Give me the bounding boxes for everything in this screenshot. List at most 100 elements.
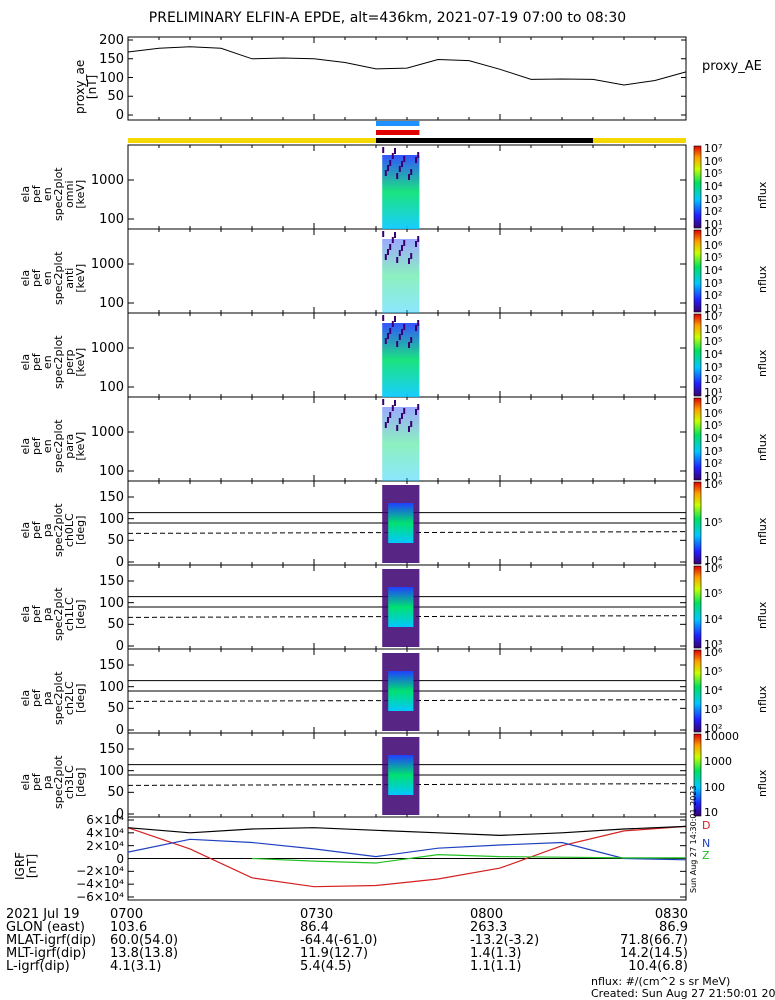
colorbar-tick-label: 10⁷ xyxy=(704,142,723,155)
spectrogram-speckle xyxy=(401,413,403,419)
colorbar-label: nflux xyxy=(756,349,769,377)
spectrogram-speckle xyxy=(394,148,396,154)
spectrogram-speckle xyxy=(417,152,420,158)
spectrogram-speckle xyxy=(387,333,389,339)
colorbar xyxy=(693,481,702,565)
spectrogram-ylabel: ela pef en spec2plot anti [keV] xyxy=(19,251,87,305)
igrf-timestamp: Sun Aug 27 14:30:01 2023 xyxy=(689,785,698,893)
science-zone-marker-red xyxy=(376,130,420,135)
colorbar-tick-label: 10⁵ xyxy=(704,335,723,349)
spectrogram-speckle xyxy=(398,166,401,172)
colorbar-tick-label: 10⁴ xyxy=(704,348,723,361)
spectrogram-speckle xyxy=(389,328,392,334)
spectrogram-speckle xyxy=(408,426,410,432)
spectrogram-speckle xyxy=(391,153,394,159)
colorbar xyxy=(693,313,702,397)
spectrogram-speckle xyxy=(410,421,413,427)
igrf-legend-D: D xyxy=(702,819,711,832)
colorbar-tick-label: 10⁵ xyxy=(704,167,723,181)
footer-row-label: GLON (east) xyxy=(6,920,85,935)
spectrogram-speckle xyxy=(391,321,394,327)
y-tick-label: 100 xyxy=(99,296,124,311)
colorbar-tick-label: 10¹ xyxy=(704,302,723,315)
footer-value: 1.1(1.1) xyxy=(470,959,522,974)
colorbar-tick-label: 10⁴ xyxy=(704,612,723,626)
footer-row-label: 2021 Jul 19 xyxy=(6,907,80,922)
proxy-ae-tick-label: 50 xyxy=(107,89,124,105)
footer-value: 86.9 xyxy=(659,920,688,935)
colorbar-tick-label: 10³ xyxy=(704,703,723,716)
spectrogram-speckle xyxy=(401,329,403,335)
colorbar-tick-label: 10⁶ xyxy=(704,406,723,420)
shadow-bar xyxy=(376,138,593,143)
spectrogram-speckle xyxy=(408,258,410,264)
igrf-tick-label: 4×10⁴ xyxy=(86,825,124,840)
footer-row-label: MLT-igrf(dip) xyxy=(6,946,87,961)
spectrogram-speckle xyxy=(417,320,420,326)
y-tick-label: 0 xyxy=(115,639,124,654)
pitch-angle-core xyxy=(388,503,414,543)
y-tick-label: 100 xyxy=(99,763,124,779)
sunlight-bar-a xyxy=(128,138,376,143)
colorbar-label: nflux xyxy=(756,685,769,713)
spectrogram-speckle xyxy=(382,399,385,405)
colorbar-tick-label: 10⁵ xyxy=(704,251,723,265)
colorbar-label: nflux xyxy=(756,769,769,797)
igrf-line-Z xyxy=(251,853,686,864)
igrf-tick-label: −2×10⁴ xyxy=(76,864,124,879)
spectrogram-speckle xyxy=(384,170,387,176)
proxy-ae-tick-label: 100 xyxy=(99,70,124,86)
colorbar-tick-label: 10⁶ xyxy=(704,478,723,491)
spectrogram-speckle xyxy=(384,254,387,260)
colorbar-tick-label: 10⁶ xyxy=(704,322,723,336)
colorbar xyxy=(693,397,702,481)
colorbar-tick-label: 10¹ xyxy=(704,218,723,231)
colorbar-tick-label: 10⁵ xyxy=(704,665,723,678)
footer-row-label: L-igrf(dip) xyxy=(6,959,70,974)
colorbar-tick-label: 10⁵ xyxy=(704,516,723,529)
anti-loss-cone-line xyxy=(127,699,687,702)
colorbar-tick-label: 10⁴ xyxy=(704,554,723,567)
spectrogram-ylabel: ela pef pa spec2plot ch0LC [deg] xyxy=(19,503,87,557)
footer-row-label: MLAT-igrf(dip) xyxy=(6,933,97,948)
spectrogram-speckle xyxy=(396,257,399,263)
colorbar-tick-label: 10⁷ xyxy=(704,226,723,239)
spectrogram-speckle xyxy=(398,418,401,424)
spectrogram-speckle xyxy=(382,315,385,321)
proxy-ae-line xyxy=(127,46,687,86)
spectrogram-ylabel: ela pef en spec2plot perp [keV] xyxy=(19,335,87,389)
colorbar-tick-label: 10³ xyxy=(704,192,723,206)
colorbar-tick-label: 10⁷ xyxy=(704,394,723,407)
proxy-ae-legend: proxy_AE xyxy=(702,59,762,74)
spectrogram-speckle xyxy=(410,337,413,343)
spectrogram-speckle xyxy=(382,147,385,153)
anti-loss-cone-line xyxy=(127,531,687,534)
footer-value: 0700 xyxy=(110,907,144,922)
y-tick-label: 150 xyxy=(99,574,124,589)
spectrogram-speckle xyxy=(410,253,413,259)
footer-value: 86.4 xyxy=(300,920,329,935)
colorbar xyxy=(693,733,702,817)
igrf-line-total xyxy=(127,825,687,837)
colorbar-label: nflux xyxy=(756,433,769,461)
spectrogram-speckle xyxy=(408,174,410,180)
spectrogram-speckle xyxy=(387,165,389,171)
y-tick-label: 150 xyxy=(99,742,124,757)
footer-value: 60.0(54.0) xyxy=(110,933,179,948)
spectrogram-speckle xyxy=(403,408,406,414)
y-tick-label: 50 xyxy=(107,785,124,801)
spectrogram-speckle xyxy=(382,231,385,237)
igrf-tick-label: 6×10⁴ xyxy=(86,813,124,827)
proxy-ae-frame xyxy=(127,36,687,121)
colorbar-tick-label: 10⁵ xyxy=(704,587,723,601)
colorbar xyxy=(693,229,702,313)
spectrogram-ylabel: ela pef pa spec2plot ch1LC [deg] xyxy=(19,587,87,641)
y-tick-label: 0 xyxy=(115,807,124,822)
y-tick-label: 100 xyxy=(99,212,124,227)
anti-loss-cone-line xyxy=(127,615,687,618)
science-zone-marker-blue xyxy=(376,121,420,126)
spectrogram-speckle xyxy=(389,412,392,418)
y-tick-label: 150 xyxy=(99,490,124,505)
spectrogram-speckle xyxy=(408,342,410,348)
